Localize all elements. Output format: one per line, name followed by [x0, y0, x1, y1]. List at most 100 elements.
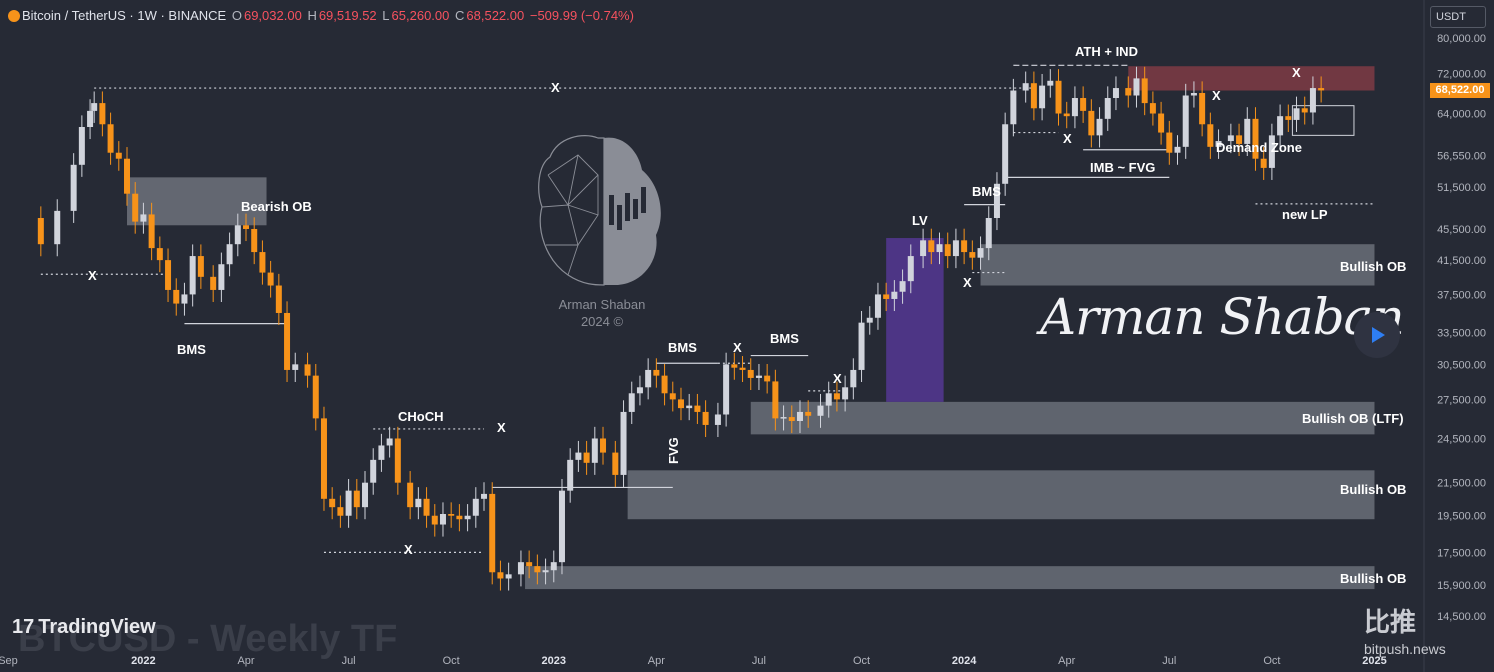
annotation-label: Demand Zone [1216, 140, 1302, 155]
candle [891, 280, 898, 312]
candle-body [1252, 118, 1259, 159]
tradingview-logo[interactable]: 17 TradingView [12, 616, 156, 639]
candle [1227, 123, 1234, 154]
candle-body [1141, 78, 1148, 104]
candle [210, 265, 217, 302]
currency-button[interactable]: USDT [1430, 6, 1486, 28]
candle-body [591, 438, 598, 463]
candle-body [944, 244, 951, 257]
candle-body [796, 411, 803, 421]
y-tick-label: 27,500.00 [1437, 394, 1486, 406]
candle [677, 387, 684, 421]
candle-body [370, 459, 377, 483]
candle [969, 240, 976, 270]
candle [394, 426, 401, 495]
candle [1149, 91, 1156, 126]
candle-body [1182, 95, 1189, 147]
candle [1309, 76, 1316, 125]
candle-body [148, 214, 155, 249]
annotation-label: IMB ~ FVG [1090, 160, 1155, 175]
candle [148, 202, 155, 261]
high-label: H [307, 8, 317, 23]
candle [329, 487, 336, 520]
candle-body [677, 399, 684, 409]
candle-body [489, 493, 496, 573]
candle [661, 363, 668, 406]
low-label: L [382, 8, 390, 23]
x-axis[interactable]: Sep 2022 Apr Jul Oct 2023 Apr Jul Oct 2024 Apr Jul O… [0, 655, 1387, 667]
candle-body [825, 393, 832, 406]
candle-body [1071, 98, 1078, 117]
candle [267, 260, 274, 298]
candle-body [1022, 83, 1029, 91]
candle [739, 356, 746, 383]
candle [702, 400, 709, 438]
zones-layer [127, 66, 1375, 590]
y-axis[interactable]: 80,000.00 72,000.00 64,000.00 56,550.00 51,5… [1423, 0, 1494, 672]
symbol-title[interactable]: Bitcoin / TetherUS · 1W · BINANCE [22, 8, 227, 23]
y-tick-label: 17,500.00 [1437, 547, 1486, 559]
candle [780, 405, 787, 431]
symbol-header[interactable]: Bitcoin / TetherUS · 1W · BINANCE O 69,03… [8, 8, 636, 23]
candle [694, 393, 701, 424]
candle [218, 252, 225, 302]
candle [653, 358, 660, 388]
author-caption-year: 2024 © [580, 314, 624, 329]
candle [448, 502, 455, 528]
zone-supply [1128, 66, 1375, 91]
candle [850, 358, 857, 400]
candle-body [883, 294, 890, 299]
candle [1096, 107, 1103, 148]
annotation-label: X [551, 80, 560, 95]
candle [1047, 69, 1054, 98]
candle [1174, 135, 1181, 165]
y-tick-label: 51,500.00 [1437, 182, 1486, 194]
candle-body [456, 515, 463, 520]
candle [472, 487, 479, 528]
candle-body [1309, 88, 1316, 113]
candle [1104, 86, 1111, 131]
candle-body [1190, 93, 1197, 96]
candle [431, 504, 438, 537]
annotation-label: BMS [668, 340, 697, 355]
candle [1301, 96, 1308, 125]
candle [456, 504, 463, 532]
candles-layer [37, 66, 1325, 591]
candle-body [1215, 141, 1222, 147]
candle-body [156, 248, 163, 261]
chart-watermark: BTCUSD - Weekly TF [18, 618, 398, 660]
candle [284, 301, 291, 383]
x-tick-label: 2024 [952, 655, 977, 667]
candle [731, 352, 738, 380]
candle-body [739, 367, 746, 370]
candle-body [1268, 135, 1275, 168]
candle [312, 363, 319, 431]
annotation-label: BMS [177, 342, 206, 357]
candle-body [1207, 124, 1214, 147]
candle-body [431, 515, 438, 525]
play-button[interactable] [1354, 312, 1400, 358]
candle [928, 228, 935, 265]
candle [464, 504, 471, 532]
candle [567, 448, 574, 503]
candle-body [723, 364, 730, 415]
candle [226, 232, 233, 277]
candle [1030, 71, 1037, 121]
candle [1080, 86, 1087, 123]
candle [628, 381, 635, 424]
candle-body [210, 276, 217, 290]
candle-body [920, 240, 927, 257]
candle-body [1055, 80, 1062, 114]
candle-body [534, 566, 541, 573]
x-tick-label: Sep [0, 655, 18, 667]
candle-body [686, 405, 693, 409]
candle [165, 248, 172, 302]
candle-body [969, 252, 976, 258]
candle-body [653, 369, 660, 376]
y-tick-label: 72,000.00 [1437, 69, 1486, 81]
candle [1022, 71, 1029, 103]
candle-body [952, 240, 959, 257]
candle-body [928, 240, 935, 253]
candle-body [464, 515, 471, 520]
